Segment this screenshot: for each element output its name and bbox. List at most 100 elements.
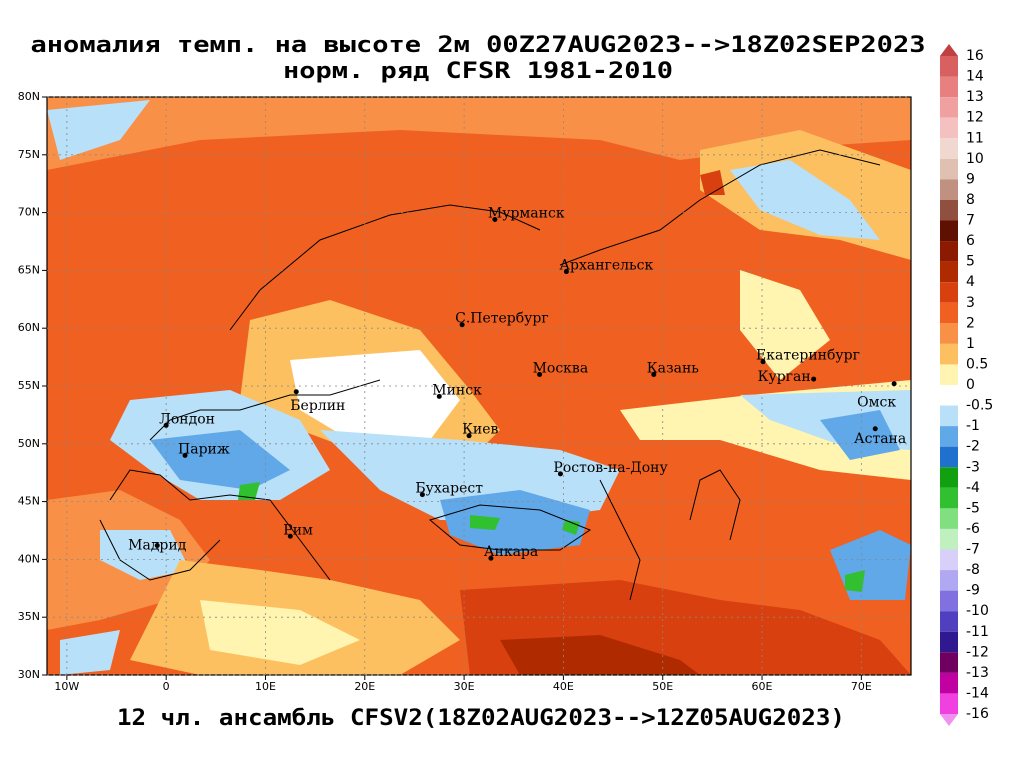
lon-tick-label: 50E bbox=[652, 680, 673, 693]
colorbar-label: 9 bbox=[966, 171, 975, 187]
lat-tick-label: 80N bbox=[18, 90, 40, 103]
colorbar-label: -1 bbox=[966, 418, 980, 434]
colorbar-label: -5 bbox=[966, 500, 980, 516]
colorbar-box bbox=[940, 549, 958, 571]
city-dot bbox=[760, 359, 766, 365]
lat-tick-label: 45N bbox=[18, 495, 40, 508]
city-dot bbox=[466, 433, 472, 439]
colorbar-label: -2 bbox=[966, 439, 980, 455]
city-label: Минск bbox=[432, 382, 482, 398]
colorbar-box bbox=[940, 672, 958, 694]
city-label: С.Петербург bbox=[455, 311, 549, 327]
colorbar-label: -10 bbox=[966, 603, 989, 619]
colorbar-label: 2 bbox=[966, 315, 975, 331]
colorbar-label: -8 bbox=[966, 562, 980, 578]
city-label: Мадрид bbox=[128, 538, 187, 554]
lat-tick-label: 40N bbox=[18, 552, 40, 565]
lon-tick-label: 60E bbox=[752, 680, 773, 693]
city-label: Киев bbox=[462, 422, 498, 438]
colorbar-label: -4 bbox=[966, 480, 980, 496]
colorbar-box bbox=[940, 487, 958, 509]
title-line: норм. ряд CFSR 1981-2010 bbox=[283, 59, 673, 84]
colorbar-label: -7 bbox=[966, 542, 980, 558]
colorbar-box bbox=[940, 282, 958, 303]
city-dot bbox=[563, 269, 569, 275]
colorbar-box bbox=[940, 446, 958, 468]
colorbar-label: -9 bbox=[966, 583, 980, 599]
colorbar-label: 0 bbox=[966, 377, 975, 393]
lat-tick-label: 35N bbox=[18, 610, 40, 623]
city-label: Москва bbox=[533, 360, 589, 376]
colorbar-box bbox=[940, 611, 958, 632]
city-dot bbox=[163, 422, 169, 428]
city-label: Мурманск bbox=[488, 206, 565, 222]
colorbar-label: -6 bbox=[966, 521, 980, 537]
city-label: Астана bbox=[854, 431, 906, 447]
colorbar-box bbox=[940, 631, 958, 653]
colorbar-label: -0.5 bbox=[966, 398, 993, 414]
coastline-sketch bbox=[99, 149, 881, 601]
city-dot bbox=[459, 322, 465, 328]
colorbar-label: 6 bbox=[966, 233, 975, 249]
lon-tick-label: 10W bbox=[54, 680, 79, 693]
colorbar-box bbox=[940, 570, 958, 591]
city-label: Екатеринбург bbox=[756, 348, 860, 364]
colorbar-box bbox=[940, 652, 958, 673]
city-dot bbox=[436, 393, 442, 399]
city-label: Лондон bbox=[159, 411, 215, 427]
city-dot bbox=[488, 555, 494, 561]
colorbar-box bbox=[940, 117, 958, 139]
city-dot bbox=[182, 452, 188, 458]
colorbar-box bbox=[940, 199, 958, 221]
city-dot bbox=[419, 492, 425, 498]
colorbar-box bbox=[940, 220, 958, 242]
colorbar-box bbox=[940, 385, 958, 406]
lat-tick-label: 50N bbox=[18, 437, 40, 450]
colorbar-label: -12 bbox=[966, 644, 989, 660]
colorbar-box bbox=[940, 261, 958, 283]
colorbar-label: 7 bbox=[966, 213, 975, 229]
lon-tick-label: 0 bbox=[163, 680, 170, 693]
colorbar-label: 1 bbox=[966, 336, 975, 352]
city-label: Париж bbox=[178, 441, 230, 457]
city-dot bbox=[557, 471, 563, 477]
colorbar-box bbox=[940, 467, 958, 488]
colorbar-label: 8 bbox=[966, 192, 975, 208]
city-label: Омск bbox=[857, 395, 896, 411]
colorbar-box bbox=[940, 56, 958, 77]
colorbar-box bbox=[940, 426, 958, 447]
city-label: Анкара bbox=[484, 544, 538, 560]
colorbar-label: 16 bbox=[966, 48, 984, 64]
footer: 12 чл. ансамбль CFSV2(18Z02AUG2023-->12Z… bbox=[117, 706, 845, 731]
lon-tick-label: 20E bbox=[354, 680, 375, 693]
city-dot bbox=[872, 426, 878, 432]
colorbar-label: -14 bbox=[966, 685, 989, 701]
colorbar-box bbox=[940, 508, 958, 529]
colorbar-box bbox=[940, 241, 958, 262]
title-line: аномалия темп. на высоте 2м 00Z27AUG2023… bbox=[31, 33, 926, 58]
city-dot bbox=[537, 371, 543, 377]
lon-tick-label: 70E bbox=[851, 680, 872, 693]
lon-tick-label: 10E bbox=[255, 680, 276, 693]
colorbar-label: -11 bbox=[966, 624, 989, 640]
city-dot bbox=[492, 217, 498, 223]
lon-tick-label: 40E bbox=[553, 680, 574, 693]
colorbar-box bbox=[940, 405, 958, 427]
city-label: Казань bbox=[647, 360, 699, 376]
colorbar-box bbox=[940, 323, 958, 344]
city-label: Берлин bbox=[290, 398, 345, 414]
city-label: Бухарест bbox=[415, 481, 483, 497]
city-label: Курган bbox=[758, 369, 811, 385]
colorbar-label: 14 bbox=[966, 69, 984, 85]
colorbar-label: 0.5 bbox=[966, 356, 988, 372]
city-label: Ростов-на-Дону bbox=[553, 460, 668, 476]
colorbar-cap bbox=[940, 714, 958, 726]
lon-tick-label: 30E bbox=[454, 680, 475, 693]
lat-tick-label: 65N bbox=[18, 263, 40, 276]
lat-tick-label: 75N bbox=[18, 148, 40, 161]
colorbar-label: 4 bbox=[966, 274, 975, 290]
city-label: Архангельск bbox=[559, 258, 653, 274]
colorbar-box bbox=[940, 590, 958, 612]
colorbar-box bbox=[940, 76, 958, 98]
